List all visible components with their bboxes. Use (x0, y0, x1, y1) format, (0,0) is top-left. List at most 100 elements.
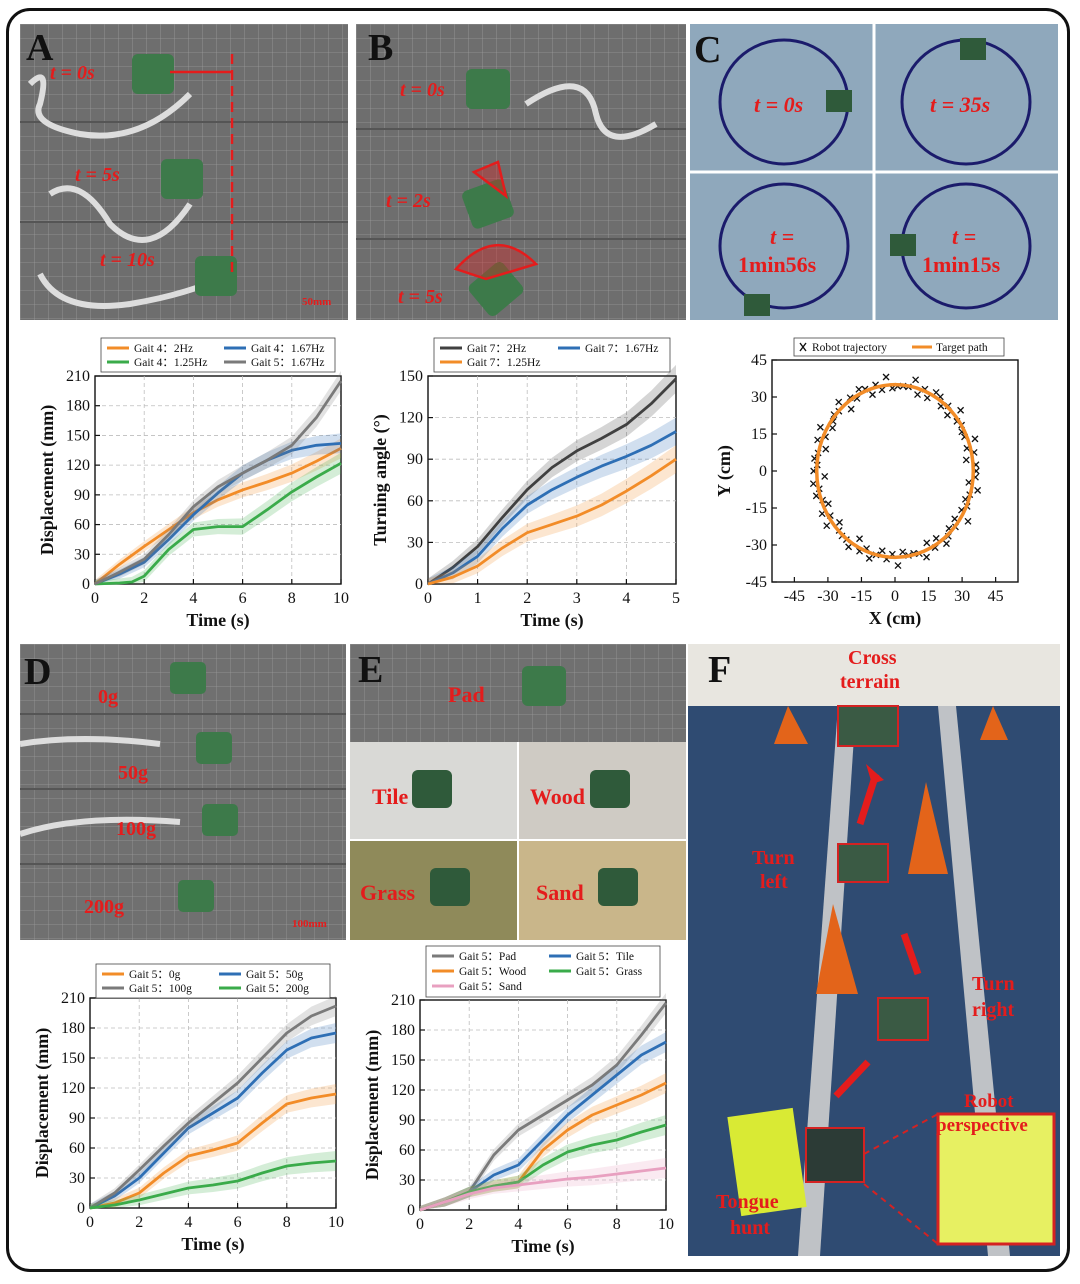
chart-e-ytick-label-2: 60 (399, 1142, 415, 1159)
panel-a-label-0: t = 0s (50, 62, 95, 84)
panel-a-label-1: t = 5s (75, 164, 120, 186)
chart-d-ytick-label-7: 210 (61, 990, 85, 1007)
panel-d-letter: D (24, 651, 52, 693)
chart-b-xtick-label-5: 5 (672, 590, 680, 607)
chart-e-series-4 (419, 1166, 667, 1212)
chart-d-legend-label-1-0: Gait 5：100g (129, 983, 192, 995)
chart-c-trajectory-point-27 (869, 391, 876, 399)
chart-d-series-1 (89, 1031, 337, 1210)
chart-c-trajectory-point-63 (865, 554, 873, 562)
chart-c-ytick-label-6: 45 (751, 352, 767, 369)
chart-a-ytick-label-6: 180 (66, 398, 90, 415)
chart-a-band-0 (95, 438, 341, 584)
chart-b: 0 1 2 3 4 5 0 30 60 90 120 150 Time (s) Turning angle… (356, 326, 686, 632)
chart-c-trajectory-point-41 (822, 445, 830, 453)
chart-a-ytick-label-4: 120 (66, 457, 90, 474)
chart-c-trajectory-point-74 (923, 539, 931, 547)
chart-c-legend-swatch-0-0 (799, 342, 807, 352)
chart-c-trajectory-point-16 (923, 394, 931, 402)
chart-e-ytick-label-7: 210 (391, 992, 415, 1009)
chart-b-xtick-label-1: 1 (474, 590, 482, 607)
chart-b-ytick-label-3: 90 (407, 451, 423, 468)
chart-c-legend-label-0-0: Robot trajectory (812, 342, 887, 354)
chart-d-band-3 (90, 1151, 336, 1208)
chart-a-legend-label-0-1: Gait 4：1.67Hz (251, 343, 324, 355)
chart-d: 0 2 4 6 8 10 0 30 60 90 120 150 180 210 Time (s) Displa… (20, 948, 350, 1255)
chart-c-trajectory-point-69 (899, 548, 907, 556)
chart-b-xtick-label-0: 0 (424, 590, 432, 607)
panel-b-photo: B t = 0s t = 2s t = 5s (356, 24, 686, 320)
chart-a-series-1 (94, 442, 342, 586)
chart-c-xtick-label-3: 0 (891, 588, 899, 605)
panel-f-label-2: Turn (752, 847, 795, 869)
chart-c-trajectory-point-81 (951, 515, 959, 523)
chart-e-xtick-label-5: 10 (658, 1216, 674, 1233)
chart-d-xtick-label-3: 6 (234, 1214, 242, 1231)
panel-d-label-1: 50g (118, 762, 148, 784)
chart-c-ytick-label-4: 15 (751, 426, 767, 443)
panel-c-label-0: t = 0s (754, 92, 804, 117)
chart-a-xtick-label-2: 4 (189, 590, 197, 607)
panel-f-label-7: perspective (936, 1115, 1028, 1136)
chart-c-ylabel: Y (cm) (714, 445, 735, 497)
panel-e-label-3: Grass (360, 880, 415, 905)
chart-b-ytick-label-2: 60 (407, 493, 423, 510)
chart-c-trajectory-point-54 (823, 522, 831, 530)
chart-c-trajectory-point-47 (809, 480, 817, 488)
chart-e-legend-box (425, 945, 661, 998)
chart-c-ytick-label-2: -15 (746, 500, 767, 517)
chart-b-legend-label-0-0: Gait 7：2Hz (467, 343, 526, 355)
panel-b-label-2: t = 5s (398, 286, 443, 308)
chart-a-ytick-label-5: 150 (66, 427, 90, 444)
panel-c-photo: C t = 0s t = 35s t = 1min56s t = 1min15s (690, 24, 1058, 320)
chart-b-xtick-label-4: 4 (622, 590, 630, 607)
chart-d-xlabel: Time (s) (181, 1234, 244, 1255)
chart-d-xtick-label-2: 4 (184, 1214, 192, 1231)
chart-e-legend-label-2-0: Gait 5：Sand (459, 981, 522, 993)
chart-e-legend-label-1-0: Gait 5：Wood (459, 966, 526, 978)
chart-d-ytick-label-5: 150 (61, 1050, 85, 1067)
chart-a-series-2 (94, 461, 342, 586)
chart-d-ytick-label-2: 60 (69, 1140, 85, 1157)
chart-d-ytick-label-6: 180 (61, 1020, 85, 1037)
chart-c-xtick-label-6: 45 (988, 588, 1004, 605)
chart-b-ytick-label-0: 0 (415, 576, 423, 593)
chart-c-trajectory-point-55 (836, 518, 843, 526)
chart-e-band-3 (420, 1115, 666, 1210)
chart-c-xtick-label-5: 30 (954, 588, 970, 605)
panel-e-letter: E (358, 649, 384, 691)
chart-b-xtick-label-3: 3 (573, 590, 581, 607)
chart-d-band-1 (90, 1023, 336, 1208)
chart-c-ytick-label-5: 30 (751, 389, 767, 406)
chart-d-legend-label-0-1: Gait 5：50g (246, 969, 303, 981)
chart-c-trajectory-point-38 (816, 423, 824, 431)
chart-c-trajectory-point-82 (964, 517, 972, 525)
chart-a-series-3 (94, 380, 343, 586)
chart-e-band-4 (420, 1158, 666, 1210)
chart-b-ytick-label-1: 30 (407, 534, 423, 551)
chart-a-ylabel: Displacement (mm) (37, 405, 58, 555)
chart-d-ytick-label-4: 120 (61, 1080, 85, 1097)
chart-a: 0 2 4 6 8 10 0 30 60 90 120 150 180 210 Time (s) Displa… (20, 326, 350, 632)
chart-c-trajectory-point-32 (847, 405, 855, 413)
panel-a-scale: 50mm (302, 296, 332, 308)
chart-c-ytick-label-3: 0 (759, 463, 767, 480)
panel-f-letter: F (708, 649, 732, 691)
chart-d-series-2 (89, 1004, 337, 1210)
chart-c-trajectory-point-2 (962, 456, 970, 464)
chart-c-trajectory-point-46 (821, 472, 829, 480)
panel-e-photo: E Pad Tile Wood Grass Sand (350, 644, 686, 940)
chart-a-ytick-label-0: 0 (82, 576, 90, 593)
chart-a-xlabel: Time (s) (186, 610, 249, 631)
panel-f-label-1: terrain (840, 671, 900, 693)
chart-e-ytick-label-5: 150 (391, 1052, 415, 1069)
chart-c-trajectory-point-73 (923, 553, 931, 561)
panel-f-label-0: Cross (848, 647, 897, 669)
chart-c: -45 -30 -15 0 15 30 45 -45 -30 -15 0 15 30 45 X (cm) Y … (690, 326, 1060, 632)
chart-d-legend-box (95, 963, 331, 999)
chart-d-xtick-label-4: 8 (283, 1214, 291, 1231)
chart-e-band-2 (420, 1073, 666, 1210)
chart-c-target-path (814, 382, 976, 560)
chart-c-trajectory-point-18 (914, 391, 921, 398)
panel-c-label-5: 1min15s (922, 252, 1001, 277)
